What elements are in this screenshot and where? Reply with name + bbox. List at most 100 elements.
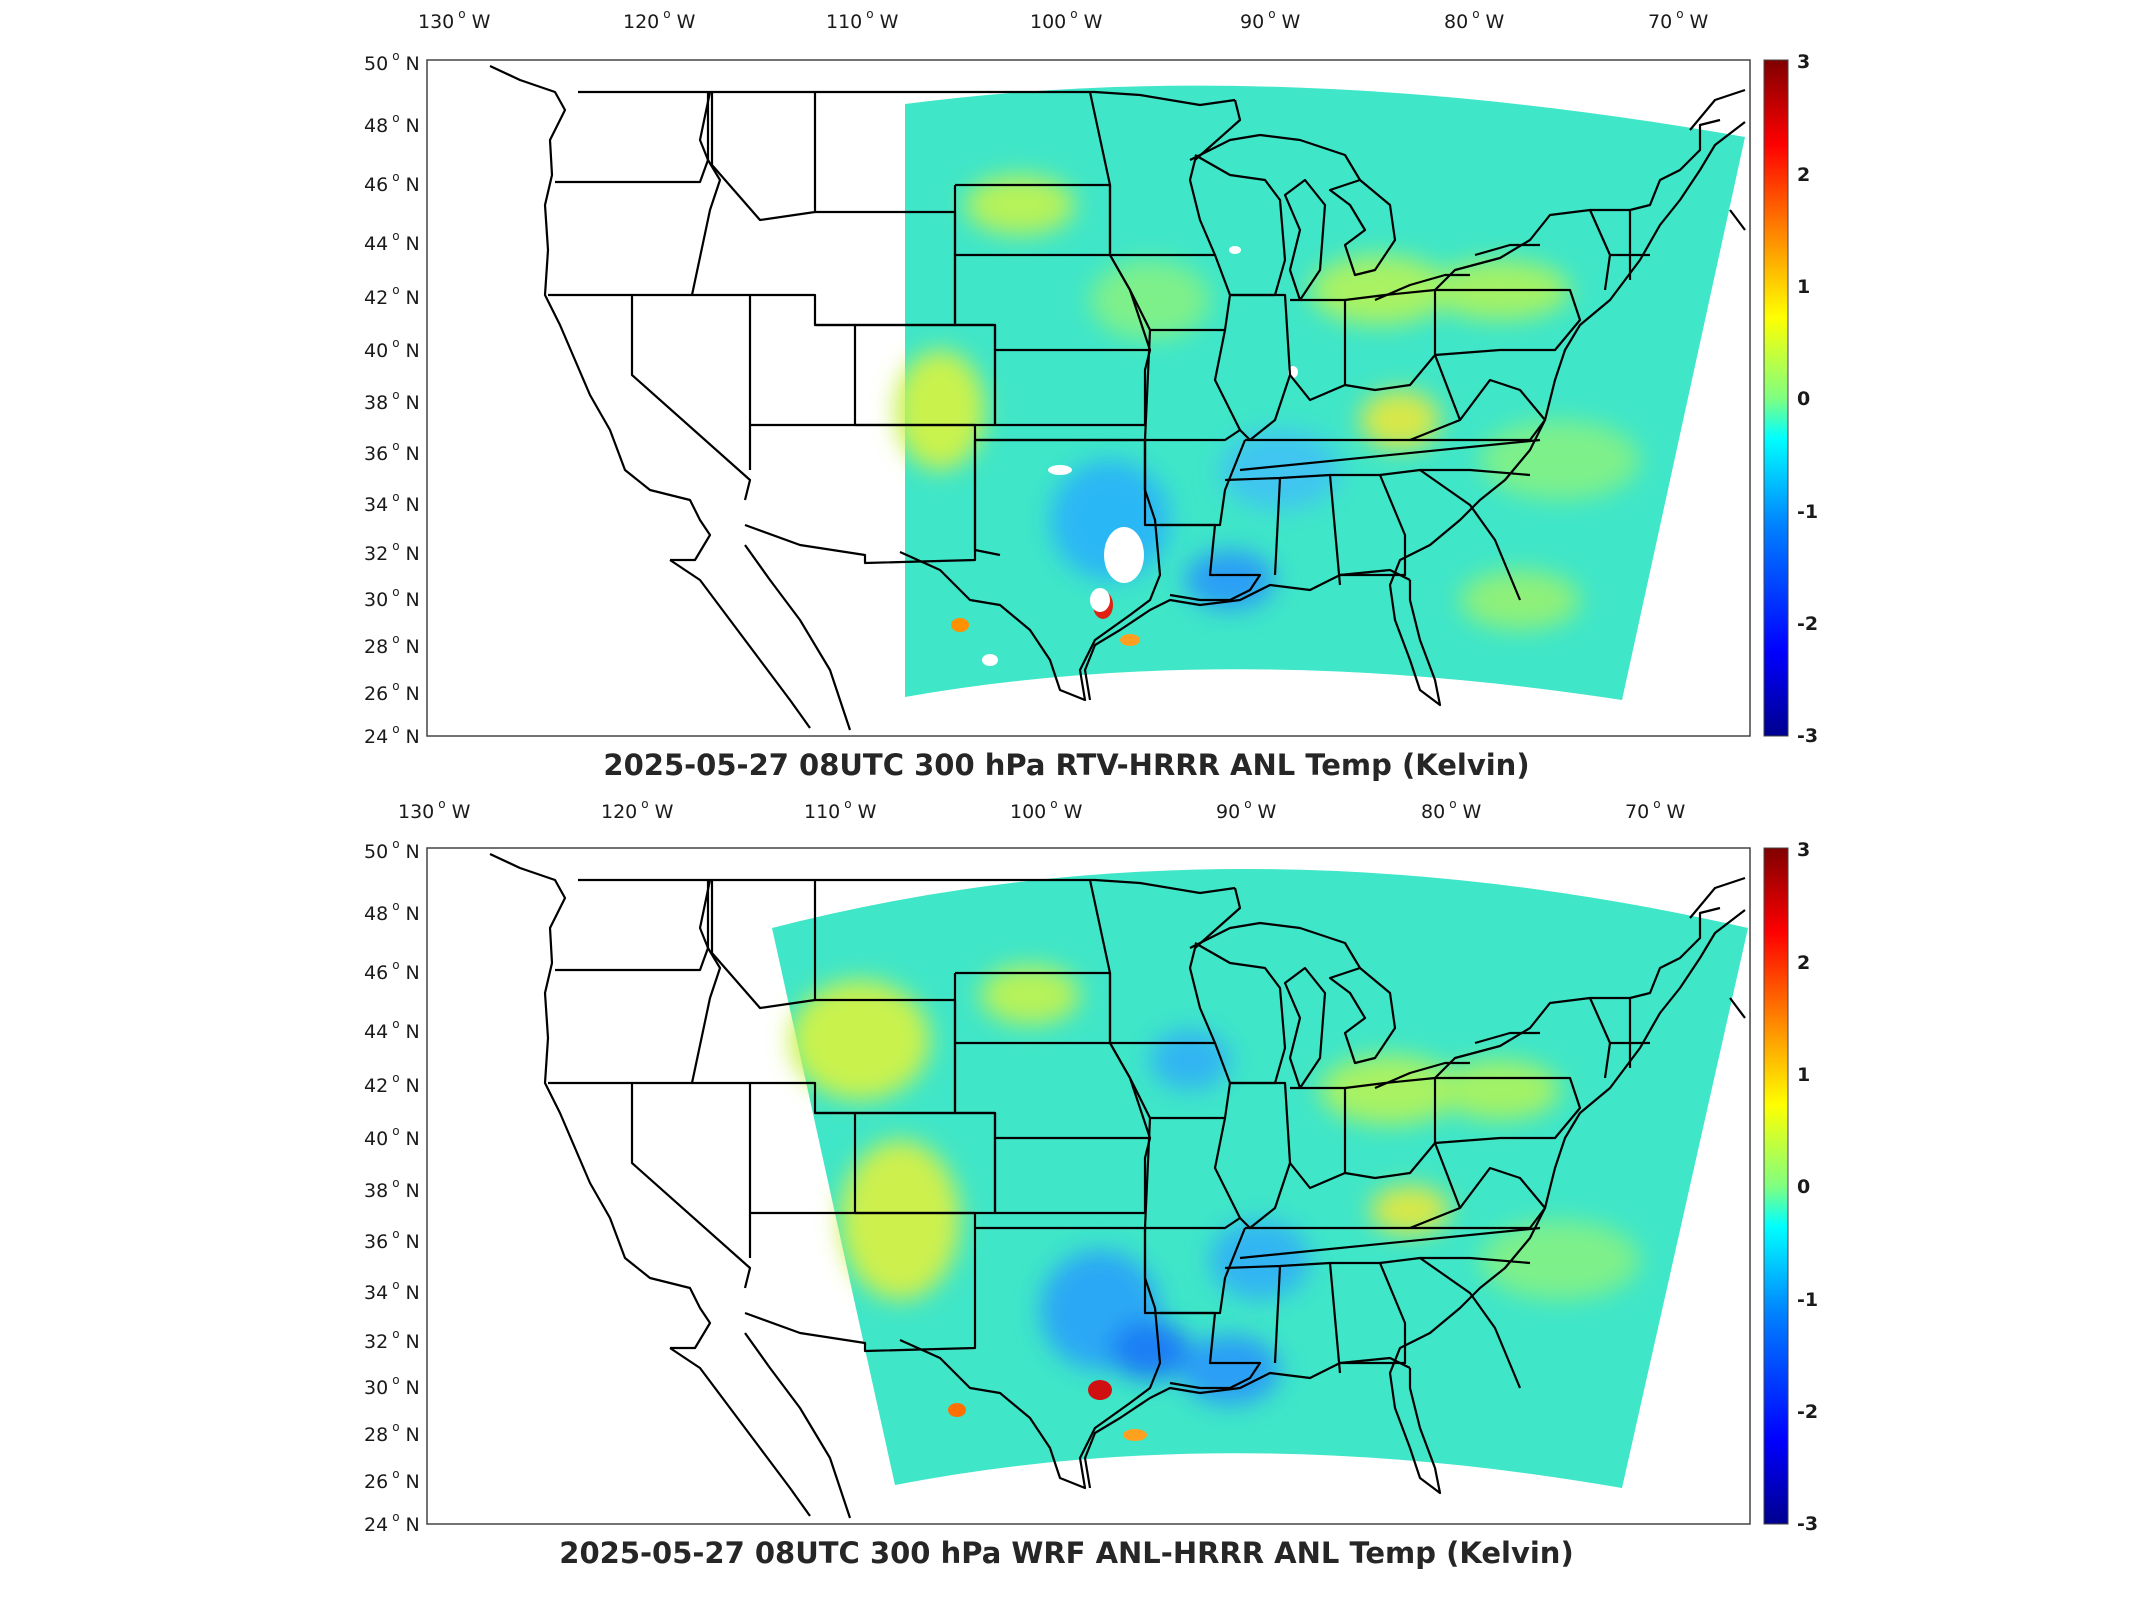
colorbar-tick-label: -2 (1797, 613, 1818, 635)
y-tick-label: 32 o N (364, 539, 420, 565)
x-tick-label: 80 o W (1444, 7, 1505, 33)
x-tick-label: 100 o W (1030, 7, 1103, 33)
mississippi-alabama-border (1224, 473, 1407, 586)
x-tick-label: 70 o W (1648, 7, 1709, 33)
tennessee-border (1239, 438, 1541, 472)
y-tick-label: 42 o N (364, 283, 420, 309)
y-tick-label: 40 o N (364, 336, 420, 362)
baja-outline (669, 1347, 811, 1517)
map-figure: 130 o W 120 o W 110 o W 100 o W 90 o W 80 o W 70 o W 5… (364, 7, 1818, 748)
lake-ontario (1474, 243, 1540, 257)
great-lakes-superior (1189, 133, 1361, 181)
x-tick-label: 130 o W (418, 7, 491, 33)
y-tick-label: 36 o N (364, 439, 420, 465)
arkansas-border (1143, 1227, 1247, 1315)
pennsylvania-ny-border (1434, 1076, 1582, 1145)
colorbar-tick-label: 1 (1797, 276, 1810, 298)
colorbar-ticks: 3 2 1 0 -1 -2 -3 (1797, 51, 1818, 747)
california-nevada-border (548, 293, 752, 501)
y-tick-label: 28 o N (364, 1420, 420, 1446)
tennessee-border (1239, 1226, 1541, 1260)
y-tick-label: 38 o N (364, 1176, 420, 1202)
colorbar-tick-label: 3 (1797, 51, 1810, 73)
colorbar-tick-label: 1 (1797, 1064, 1810, 1086)
virginia-border (1410, 378, 1547, 442)
colorbar-tick-label: 0 (1797, 1176, 1810, 1198)
x-tick-label: 110 o W (826, 7, 899, 33)
canada-border (578, 90, 1236, 107)
illinois-border (1230, 293, 1292, 442)
louisiana-outline (1160, 523, 1262, 602)
x-tick-label: 100 o W (1010, 797, 1083, 823)
y-tick-label: 24 o N (364, 722, 420, 748)
x-axis-ticks: 130 o W 120 o W 110 o W 100 o W 90 o W 80 o W 70 o W (418, 7, 1709, 33)
great-lakes-huron (1328, 966, 1397, 1065)
map-title: 2025-05-27 08UTC 300 hPa RTV-HRRR ANL Te… (603, 748, 1530, 782)
iowa-border (1109, 1042, 1232, 1120)
arizona-nm-border (744, 1211, 977, 1353)
lake-erie (1374, 1061, 1470, 1090)
y-tick-label: 48 o N (364, 899, 420, 925)
texas-outline (899, 1226, 1162, 1490)
data-field-anomalies (790, 965, 1640, 1405)
y-tick-label: 26 o N (364, 1467, 420, 1493)
map-title: 2025-05-27 08UTC 300 hPa WRF ANL-HRRR AN… (559, 1536, 1574, 1570)
y-tick-label: 26 o N (364, 679, 420, 705)
missouri-border (1143, 1117, 1242, 1230)
colorbar (1763, 847, 1789, 1525)
gulf-coast-outline (1083, 568, 1411, 701)
colorbar-tick-label: -1 (1797, 1289, 1818, 1311)
colorbar (1763, 59, 1789, 737)
louisiana-outline (1160, 1311, 1262, 1390)
lake-ontario (1474, 1031, 1540, 1045)
x-tick-label: 70 o W (1625, 797, 1686, 823)
map-figure: 130 o W 120 o W 110 o W 100 o W 90 o W 80 o W 70 o W 5… (364, 797, 1818, 1536)
y-tick-label: 36 o N (364, 1227, 420, 1253)
y-tick-label: 42 o N (364, 1071, 420, 1097)
y-tick-label: 28 o N (364, 632, 420, 658)
colorbar-tick-label: -2 (1797, 1401, 1818, 1423)
great-lakes-michigan (1283, 178, 1327, 302)
y-tick-label: 38 o N (364, 388, 420, 414)
y-axis-ticks: 50 o N 48 o N 46 o N 44 o N 42 o N 40 o N 38 o N 36 o N … (364, 837, 420, 1536)
missouri-border (1143, 329, 1242, 442)
baja-gulf-outline (744, 1332, 852, 1519)
x-tick-label: 120 o W (601, 797, 674, 823)
montana-border (710, 92, 817, 222)
colorbar-ticks: 3 2 1 0 -1 -2 -3 (1797, 839, 1818, 1535)
kentucky-tn-border (1245, 1142, 1462, 1230)
pennsylvania-ny-border (1434, 288, 1582, 357)
x-tick-label: 110 o W (804, 797, 877, 823)
colorbar-tick-label: 2 (1797, 164, 1810, 186)
y-tick-label: 34 o N (364, 490, 420, 516)
y-tick-label: 44 o N (364, 229, 420, 255)
x-tick-label: 90 o W (1216, 797, 1277, 823)
great-lakes-michigan (1283, 966, 1327, 1090)
minnesota-border (1108, 99, 1242, 257)
map-panel-bottom: 130 o W 120 o W 110 o W 100 o W 90 o W 80 o W 70 o W 5… (0, 790, 2133, 1590)
y-axis-ticks: 50 o N 48 o N 46 o N 44 o N 42 o N 40 o N 38 o N 36 o N … (364, 49, 420, 748)
y-tick-label: 46 o N (364, 170, 420, 196)
colorbar-tick-label: 3 (1797, 839, 1810, 861)
baja-gulf-outline (744, 544, 852, 731)
y-tick-label: 50 o N (364, 837, 420, 863)
y-tick-label: 48 o N (364, 111, 420, 137)
state-boundaries (489, 853, 1746, 1519)
nova-scotia (1689, 876, 1746, 1019)
x-tick-label: 130 o W (398, 797, 471, 823)
texas-outline (899, 438, 1162, 702)
colorbar-tick-label: -3 (1797, 725, 1818, 747)
montana-border (710, 880, 817, 1010)
gulf-coast-outline (1083, 1356, 1411, 1489)
y-tick-label: 32 o N (364, 1327, 420, 1353)
colorbar-tick-label: -1 (1797, 501, 1818, 523)
state-boundaries (489, 65, 1746, 731)
x-tick-label: 80 o W (1421, 797, 1482, 823)
colorbar-tick-label: 2 (1797, 952, 1810, 974)
mississippi-alabama-border (1224, 1261, 1407, 1374)
y-tick-label: 40 o N (364, 1124, 420, 1150)
illinois-border (1230, 1081, 1292, 1230)
west-coast-outline (489, 853, 712, 1350)
east-coast-outline (1388, 909, 1746, 1495)
great-lakes-huron (1328, 178, 1397, 277)
